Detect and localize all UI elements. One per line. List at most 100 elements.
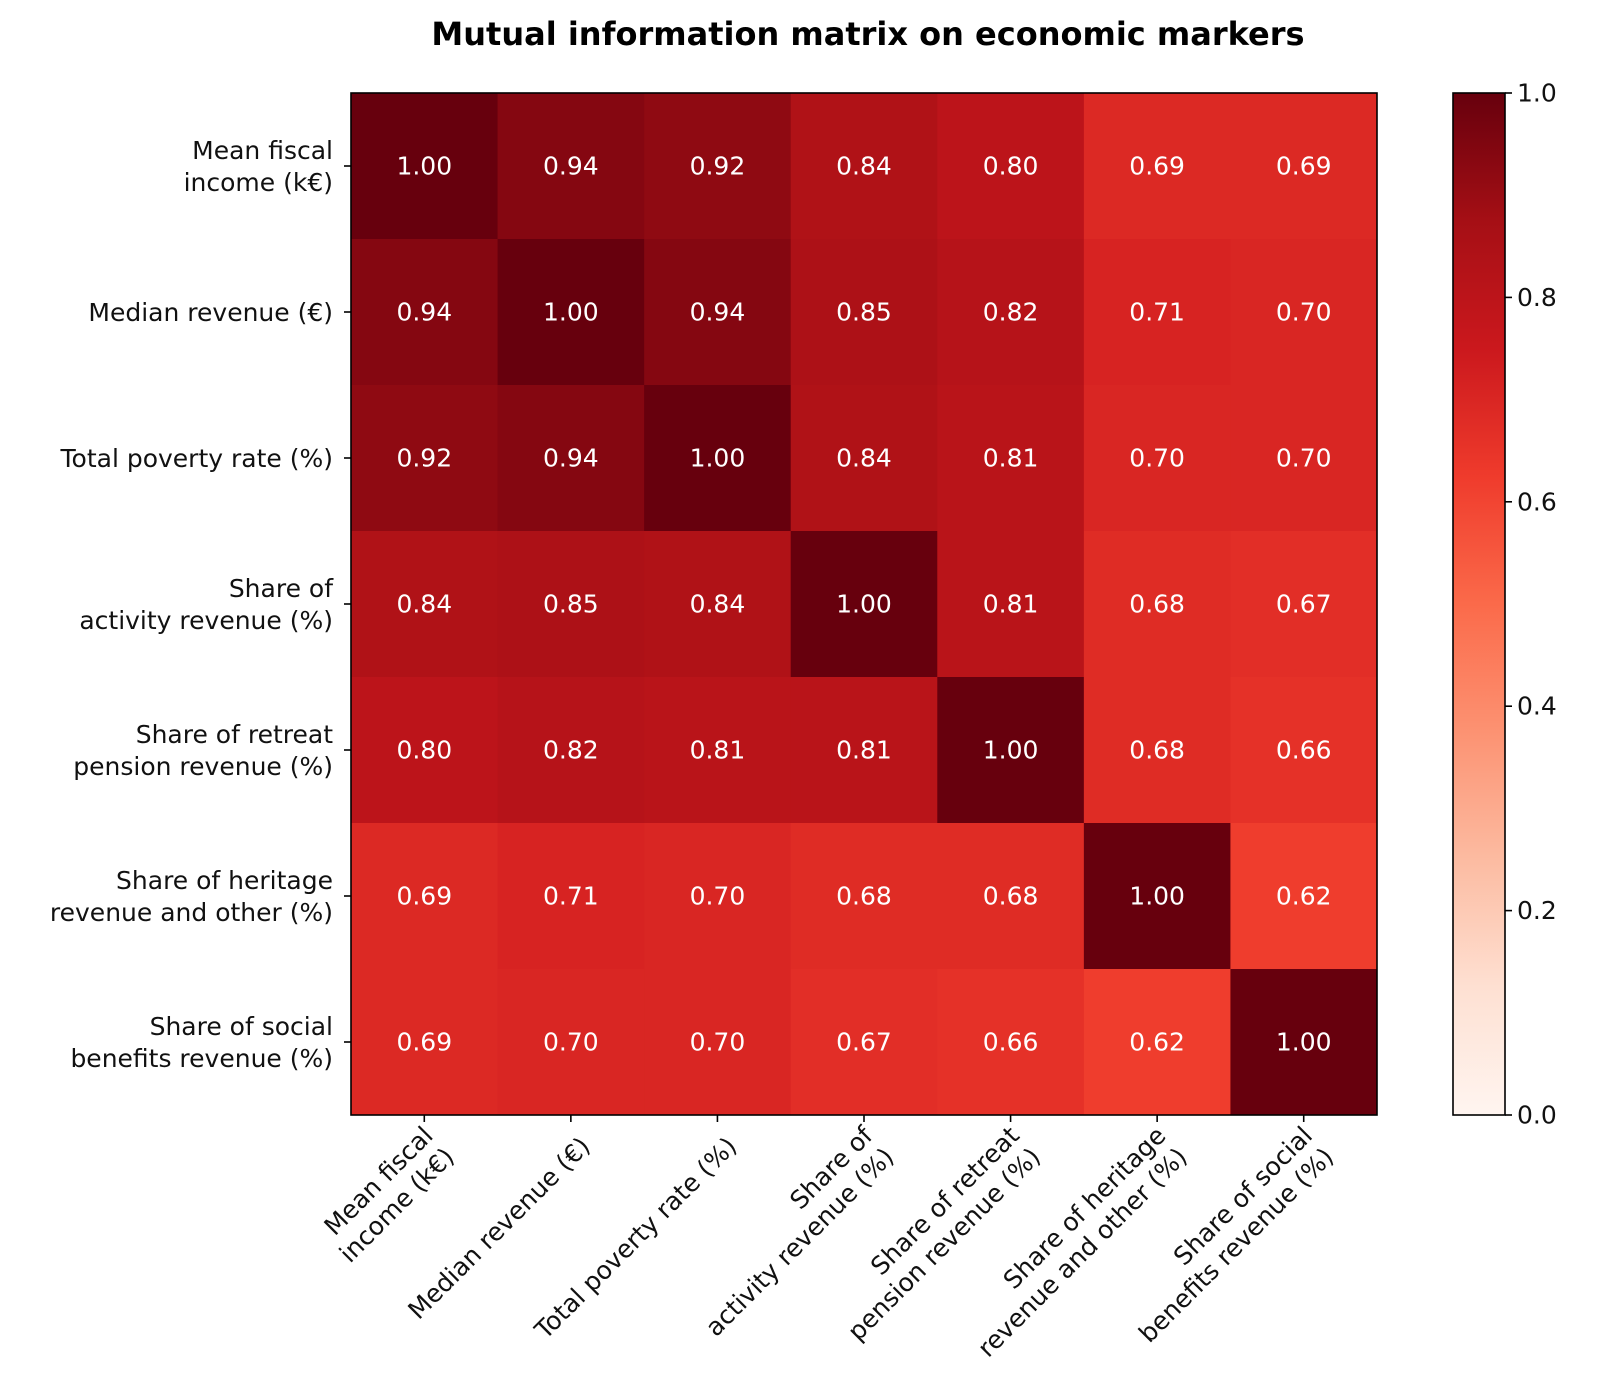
heatmap-value-r0-c5: 0.69 [1129,152,1185,181]
heatmap-cell-r5-c1 [497,823,645,970]
y-tick-label: Total poverty rate (%) [60,444,334,473]
heatmap-value-r1-c0: 0.94 [396,298,452,327]
heatmap-value-r4-c1: 0.82 [543,736,599,765]
heatmap-cell-r6-c1 [497,969,645,1116]
heatmap-cell-r6-c5 [1083,969,1231,1116]
heatmap-value-r3-c6: 0.67 [1276,590,1332,619]
heatmap-cell-r2-c6 [1230,385,1378,532]
x-tick-label: Mean fiscalincome (k€) [312,1121,459,1268]
heatmap-cell-r6-c2 [644,969,792,1116]
heatmap-cell-r5-c2 [644,823,792,970]
heatmap-cell-r5-c4 [937,823,1085,970]
heatmap-value-r0-c4: 0.80 [983,152,1039,181]
colorbar: 0.0 0.2 0.4 0.6 0.8 1.0 [1452,79,1557,1130]
colorbar-tick-label: 0.6 [1517,487,1557,516]
heatmap-cell-r4-c1 [497,677,645,824]
heatmap-value-r6-c2: 0.70 [690,1028,746,1057]
y-tick-label: Share of activity revenue (%) [79,574,334,635]
heatmap-value-r1-c2: 0.94 [690,298,746,327]
heatmap-value-r5-c2: 0.70 [690,882,746,911]
heatmap-value-r3-c1: 0.85 [543,590,599,619]
heatmap-cell-r1-c4 [937,239,1085,386]
chart-title: Mutual information matrix on economic ma… [431,15,1304,53]
heatmap-cell-r1-c3 [790,239,938,386]
heatmap-cell-r0-c0 [351,93,499,240]
heatmap-value-r1-c5: 0.71 [1129,298,1185,327]
heatmap-cell-r0-c2 [644,93,792,240]
heatmap-value-r4-c0: 0.80 [396,736,452,765]
heatmap-cell-r4-c6 [1230,677,1378,824]
colorbar-ticks: 0.0 0.2 0.4 0.6 0.8 1.0 [1505,79,1557,1130]
heatmap-value-r2-c1: 0.94 [543,444,599,473]
colorbar-tick-label: 0.2 [1517,896,1557,925]
heatmap-value-r2-c6: 0.70 [1276,444,1332,473]
heatmap-cell-r3-c0 [351,531,499,678]
heatmap-value-r2-c0: 0.92 [396,444,452,473]
heatmap-cell-r2-c1 [497,385,645,532]
heatmap-cell-r6-c3 [790,969,938,1116]
heatmap-cell-r5-c3 [790,823,938,970]
heatmap-cell-labels: 1.00 0.94 0.92 0.84 0.80 0.69 0.69 0.94 1.00 0.94… [396,152,1331,1057]
heatmap-value-r2-c2: 1.00 [690,444,746,473]
heatmap-value-r0-c1: 0.94 [543,152,599,181]
heatmap-value-r0-c6: 0.69 [1276,152,1332,181]
heatmap-value-r6-c1: 0.70 [543,1028,599,1057]
heatmap-cell-r5-c6 [1230,823,1378,970]
y-tick-label: Share of heritage revenue and other (%) [50,866,333,927]
heatmap-value-r4-c2: 0.81 [690,736,746,765]
heatmap-cell-r0-c1 [497,93,645,240]
y-tick-label: Median revenue (€) [88,298,333,327]
heatmap-cell-r1-c5 [1083,239,1231,386]
heatmap-value-r4-c5: 0.68 [1129,736,1185,765]
heatmap-value-r0-c2: 0.92 [690,152,746,181]
heatmap-cell-r3-c3 [790,531,938,678]
heatmap-value-r2-c4: 0.81 [983,444,1039,473]
colorbar-tick-label: 0.4 [1517,692,1557,721]
heatmap-cell-r4-c0 [351,677,499,824]
colorbar-gradient [1452,92,1506,1116]
y-axis: Mean fiscal income (k€) Median revenue (€)… [50,136,351,1073]
heatmap-value-r5-c4: 0.68 [983,882,1039,911]
y-tick-label: Share of social benefits revenue (%) [70,1012,333,1073]
heatmap-value-r1-c1: 1.00 [543,298,599,327]
heatmap-cell-r2-c3 [790,385,938,532]
heatmap-cell-r5-c5 [1083,823,1231,970]
heatmap-value-r5-c5: 1.00 [1129,882,1185,911]
heatmap-value-r1-c4: 0.82 [983,298,1039,327]
heatmap-value-r3-c4: 0.81 [983,590,1039,619]
heatmap-cell-r3-c5 [1083,531,1231,678]
heatmap-value-r6-c4: 0.66 [983,1028,1039,1057]
heatmap-cell-r2-c4 [937,385,1085,532]
heatmap-value-r5-c0: 0.69 [396,882,452,911]
heatmap-cell-r0-c5 [1083,93,1231,240]
heatmap-value-r2-c3: 0.84 [836,444,892,473]
heatmap-value-r2-c5: 0.70 [1129,444,1185,473]
heatmap-cell-r0-c6 [1230,93,1378,240]
heatmap-value-r3-c0: 0.84 [396,590,452,619]
heatmap-value-r6-c3: 0.67 [836,1028,892,1057]
heatmap-value-r1-c3: 0.85 [836,298,892,327]
heatmap-value-r6-c0: 0.69 [396,1028,452,1057]
heatmap-cell-r1-c2 [644,239,792,386]
heatmap-value-r5-c6: 0.62 [1276,882,1332,911]
heatmap-cell-r2-c2 [644,385,792,532]
heatmap-cell-r4-c4 [937,677,1085,824]
x-axis: Mean fiscalincome (k€)Median revenue (€)… [312,1115,1339,1363]
heatmap-value-r3-c2: 0.84 [690,590,746,619]
colorbar-tick-label: 1.0 [1517,79,1557,108]
y-tick-label: Share of retreat pension revenue (%) [73,720,333,781]
heatmap-cell-r0-c3 [790,93,938,240]
heatmap-cell-r5-c0 [351,823,499,970]
heatmap-cell-r1-c0 [351,239,499,386]
heatmap-value-r4-c3: 0.81 [836,736,892,765]
heatmap-cell-r1-c1 [497,239,645,386]
heatmap-value-r6-c5: 0.62 [1129,1028,1185,1057]
heatmap-cell-r1-c6 [1230,239,1378,386]
heatmap-cell-r3-c2 [644,531,792,678]
heatmap-value-r4-c4: 1.00 [983,736,1039,765]
heatmap-value-r3-c5: 0.68 [1129,590,1185,619]
heatmap-cell-r4-c2 [644,677,792,824]
heatmap-cell-r2-c0 [351,385,499,532]
